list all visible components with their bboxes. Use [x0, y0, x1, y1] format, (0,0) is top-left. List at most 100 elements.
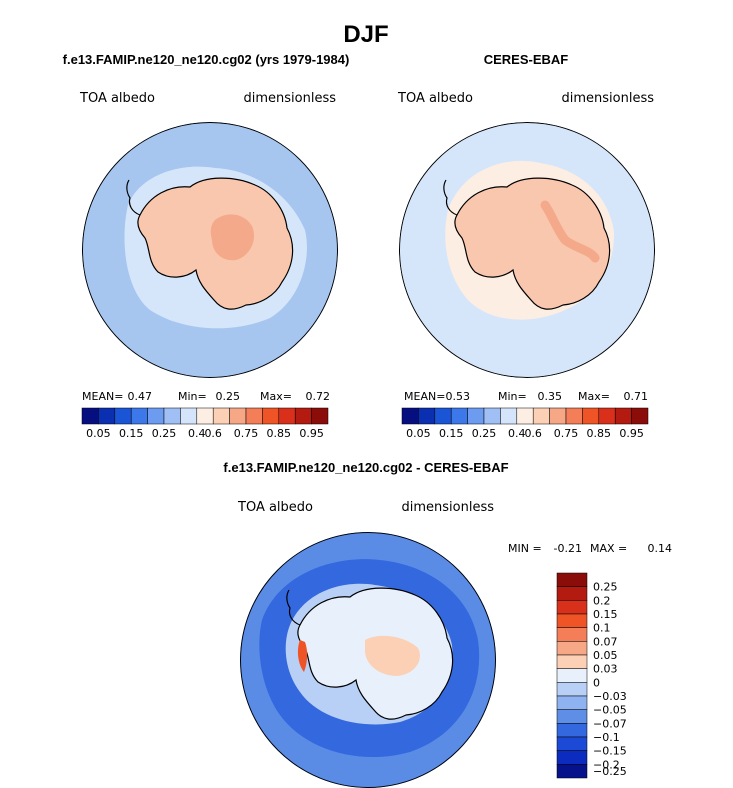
colorbar-swatch	[196, 407, 214, 425]
colorbar-tick-label: −0.25	[593, 765, 627, 778]
panel-difference: f.e13.FAMIP.ne120_ne120.cg02 - CERES-EBA…	[223, 460, 672, 788]
colorbar-swatch	[516, 407, 534, 425]
polar-map	[399, 122, 655, 378]
colorbar-swatch	[556, 695, 588, 710]
colorbar-swatch	[631, 407, 649, 425]
colorbar-swatch	[556, 750, 588, 765]
colorbar-swatch	[311, 407, 329, 425]
colorbar-tick-label: −0.2	[593, 758, 620, 771]
colorbar-swatch	[98, 407, 116, 425]
colorbar-swatch	[556, 682, 588, 697]
colorbar-swatch	[556, 723, 588, 738]
colorbar-swatch	[556, 654, 588, 669]
colorbar-swatch	[163, 407, 181, 425]
panel-title: f.e13.FAMIP.ne120_ne120.cg02 - CERES-EBA…	[223, 460, 508, 475]
colorbar-swatch	[556, 641, 588, 656]
panel-model: f.e13.FAMIP.ne120_ne120.cg02 (yrs 1979-1…	[63, 52, 350, 440]
colorbar-tick-label: 0.95	[299, 427, 324, 440]
colorbar-swatch	[147, 407, 165, 425]
colorbar-tick-label: 0.75	[554, 427, 579, 440]
colorbar-swatch	[582, 407, 600, 425]
colorbar-tick-label: 0.95	[619, 427, 644, 440]
colorbar-tick-label: 0.15	[119, 427, 144, 440]
colorbar-tick-label: 0.07	[593, 635, 618, 648]
colorbar-tick-label: 0.25	[472, 427, 497, 440]
colorbar-swatch	[556, 586, 588, 601]
colorbar-swatch	[418, 407, 436, 425]
colorbar-swatch	[556, 627, 588, 642]
units-label: dimensionless	[402, 500, 495, 515]
antarctica-landmass	[454, 177, 611, 310]
peninsula	[443, 179, 458, 216]
polar-map	[240, 532, 496, 788]
ice-sheet-interior	[210, 214, 255, 261]
colorbar-swatch	[598, 407, 616, 425]
colorbar-tick-label: 0.75	[234, 427, 259, 440]
colorbar-swatch	[467, 407, 485, 425]
colorbar-tick-label: 0.05	[86, 427, 111, 440]
colorbar-swatch	[114, 407, 132, 425]
colorbar-swatch	[483, 407, 501, 425]
colorbar-swatch	[556, 736, 588, 751]
colorbar-swatch	[245, 407, 263, 425]
colorbar-tick-label: 0.03	[593, 663, 618, 676]
units-label: dimensionless	[244, 91, 337, 106]
max-label: Max=	[578, 390, 610, 403]
max-label: Max=	[260, 390, 292, 403]
ice-sheet-ridge	[540, 200, 600, 263]
colorbar-tick-label: 0.25	[593, 581, 618, 594]
colorbar-swatch	[500, 407, 518, 425]
colorbar-tick-label: 0.15	[439, 427, 464, 440]
colorbar-swatch	[401, 407, 419, 425]
positive-anomaly-patch	[365, 635, 420, 676]
colorbar-swatch	[212, 407, 230, 425]
min-label: Min=	[178, 390, 207, 403]
colorbar-tick-label: 0.2	[593, 594, 611, 607]
colorbar-swatch	[549, 407, 567, 425]
colorbar-tick-label: −0.15	[593, 745, 627, 758]
peninsula	[286, 589, 301, 626]
colorbar-swatch	[565, 407, 583, 425]
mean-label: MEAN=	[404, 390, 445, 403]
colorbar-swatch	[180, 407, 198, 425]
map-border	[82, 122, 338, 378]
colorbar-tick-label: −0.03	[593, 690, 627, 703]
max-value: 0.71	[624, 390, 649, 403]
colorbar-tick-label: 0.85	[587, 427, 612, 440]
min-label: Min=	[498, 390, 527, 403]
colorbar-swatch	[556, 764, 588, 779]
colorbar-tick-label: −0.1	[593, 731, 620, 744]
colorbar-swatch	[450, 407, 468, 425]
max-value: 0.72	[306, 390, 331, 403]
mean-value: 0.47	[128, 390, 153, 403]
colorbar-swatch	[556, 668, 588, 683]
colorbar-swatch	[532, 407, 550, 425]
colorbar-swatch	[556, 709, 588, 724]
map-border	[399, 122, 655, 378]
colorbar-tick-label: 0.4	[508, 427, 526, 440]
colorbar-swatch	[229, 407, 247, 425]
main-title: DJF	[343, 21, 388, 48]
min-value: 0.35	[538, 390, 563, 403]
colorbar-horizontal: 0.05 0.15 0.25 0.40.6 0.75 0.85 0.95	[81, 407, 329, 440]
colorbar-vertical: 0.250.20.150.10.070.050.030−0.03−0.05−0.…	[556, 572, 627, 779]
colorbar-swatch	[556, 600, 588, 615]
colorbar-tick-label: 0	[593, 676, 600, 689]
colorbar-swatch	[556, 613, 588, 628]
colorbar-tick-label: −0.05	[593, 704, 627, 717]
min-value: 0.25	[216, 390, 241, 403]
colorbar-swatch	[130, 407, 148, 425]
colorbar-swatch	[556, 572, 588, 587]
units-label: dimensionless	[562, 91, 655, 106]
colorbar-tick-label: 0.05	[406, 427, 431, 440]
max-label: MAX =	[590, 542, 627, 555]
peninsula	[126, 179, 141, 216]
colorbar-swatch	[278, 407, 296, 425]
colorbar-swatch	[262, 407, 280, 425]
max-value: 0.14	[648, 542, 673, 555]
colorbar-tick-label: 0.6	[524, 427, 542, 440]
colorbar-tick-label: 0.4	[188, 427, 206, 440]
min-value: -0.21	[554, 542, 582, 555]
colorbar-tick-label: −0.07	[593, 717, 627, 730]
